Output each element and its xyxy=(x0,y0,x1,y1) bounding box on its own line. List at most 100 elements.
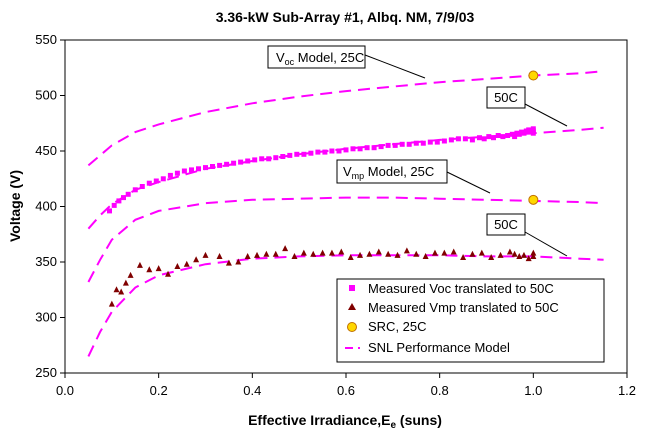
vmp-point xyxy=(525,255,532,262)
vmp-point xyxy=(272,250,279,257)
model-line-6 xyxy=(87,254,604,357)
vmp-point xyxy=(174,262,181,269)
vmp-point xyxy=(202,251,209,258)
vmp-50-leader xyxy=(524,231,568,257)
legend-voc-label: Measured Voc translated to 50C xyxy=(368,281,554,296)
vmp-point xyxy=(291,252,298,259)
voc-50-label: 50C xyxy=(494,90,518,105)
legend-src-marker xyxy=(347,322,357,332)
voc-point xyxy=(121,195,126,201)
y-tick-label: 400 xyxy=(35,199,57,214)
y-axis-ticks: 250 300 350 400 450 500 550 xyxy=(35,32,65,380)
vmp-point xyxy=(136,261,143,268)
voc-point xyxy=(505,133,511,138)
voc-50-box xyxy=(486,86,526,109)
voc-point xyxy=(111,202,117,208)
vmp-point xyxy=(394,251,401,258)
vmp-point xyxy=(310,250,317,257)
vmp-model-label: Vmp Model, 25C xyxy=(343,164,434,181)
src-point xyxy=(528,70,539,81)
vmp-point xyxy=(319,249,326,256)
voc-point xyxy=(500,134,506,140)
vmp-point xyxy=(460,254,467,261)
voc-point xyxy=(413,140,419,146)
callouts: Voc Model, 25C 50C Vmp Model, 25C 50C xyxy=(267,45,568,257)
legend-vmp-marker xyxy=(348,303,356,310)
voc-point xyxy=(441,138,447,144)
legend-model-label: SNL Performance Model xyxy=(368,340,510,355)
y-tick-label: 500 xyxy=(35,88,57,103)
vmp-point xyxy=(235,258,242,265)
voc-point xyxy=(469,137,475,143)
voc-model-box xyxy=(267,45,366,69)
voc-point xyxy=(125,191,131,197)
voc-point xyxy=(455,136,461,142)
voc-point xyxy=(245,158,251,164)
voc-point xyxy=(495,133,501,138)
vmp-point xyxy=(108,300,115,307)
vmp-point xyxy=(244,252,251,259)
vmp-point xyxy=(478,249,485,256)
voc-point xyxy=(231,160,237,166)
voc-point xyxy=(224,161,230,167)
vmp-50-box xyxy=(486,213,526,236)
voc-point xyxy=(491,135,496,141)
voc-point xyxy=(399,141,405,147)
voc-point xyxy=(210,164,215,169)
y-tick-label: 350 xyxy=(35,254,57,269)
voc-point xyxy=(139,184,145,189)
y-tick-label: 250 xyxy=(35,365,57,380)
voc-point xyxy=(259,156,265,162)
vmp-point xyxy=(118,288,125,295)
vmp-points xyxy=(108,245,537,307)
voc-point xyxy=(167,172,173,178)
x-tick-label: 1.0 xyxy=(524,383,542,398)
voc-point xyxy=(385,142,391,148)
voc-point xyxy=(146,180,152,186)
voc-point xyxy=(252,157,258,163)
vmp-point xyxy=(193,256,200,263)
vmp-point xyxy=(183,260,190,267)
voc-point xyxy=(308,150,314,156)
y-axis-title: Voltage (V) xyxy=(7,170,23,242)
voc-point xyxy=(132,187,138,193)
vmp-point xyxy=(450,248,457,255)
x-axis-ticks: 0.0 0.2 0.4 0.6 0.8 1.0 1.2 xyxy=(56,373,636,398)
voc-point xyxy=(357,146,363,152)
vmp-point xyxy=(225,259,232,266)
voc-point xyxy=(294,151,300,157)
model-line-3 xyxy=(87,70,604,167)
voc-point xyxy=(406,141,412,147)
voc-50-leader xyxy=(524,103,568,127)
voc-point xyxy=(434,139,440,145)
voc-point xyxy=(392,142,398,148)
voc-point xyxy=(378,144,384,150)
x-tick-label: 1.2 xyxy=(618,383,636,398)
x-tick-label: 0.0 xyxy=(56,383,74,398)
vmp-point xyxy=(469,250,476,257)
x-axis-title: Effective Irradiance,Ee (suns) xyxy=(248,412,442,431)
voc-point xyxy=(238,159,244,165)
vmp-model-box xyxy=(336,159,448,184)
voc-point xyxy=(343,147,349,153)
voc-point xyxy=(273,155,279,161)
vmp-point xyxy=(422,252,429,259)
voc-point xyxy=(280,154,286,159)
vmp-point xyxy=(488,254,495,261)
y-tick-label: 450 xyxy=(35,143,57,158)
x-tick-label: 0.8 xyxy=(431,383,449,398)
voc-point xyxy=(530,130,536,136)
vmp-50-label: 50C xyxy=(494,217,518,232)
vmp-point xyxy=(338,248,345,255)
vmp-point xyxy=(122,279,129,286)
vmp-point xyxy=(506,248,513,255)
vmp-point xyxy=(441,249,448,256)
vmp-point xyxy=(357,251,364,258)
vmp-point xyxy=(300,249,307,256)
voc-point xyxy=(116,198,122,204)
legend-vmp-label: Measured Vmp translated to 50C xyxy=(368,300,559,315)
x-tick-label: 0.4 xyxy=(243,383,261,398)
vmp-point xyxy=(347,254,354,261)
